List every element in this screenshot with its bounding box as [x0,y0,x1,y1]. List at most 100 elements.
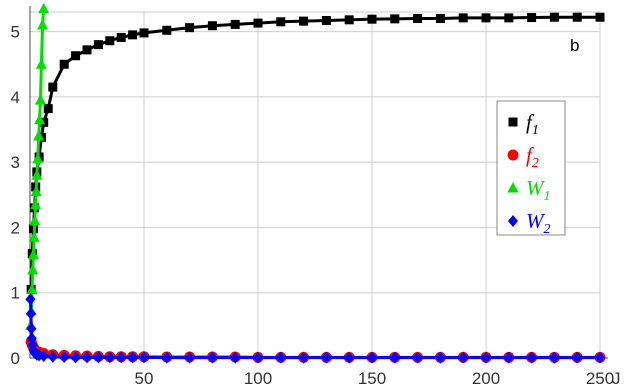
legend-marker [508,215,518,227]
data-point [38,350,49,363]
data-point [128,30,138,40]
data-point [34,113,46,125]
data-point [367,14,377,24]
data-point [275,351,286,364]
legend-label: W1 [526,176,551,204]
legend-marker [507,182,519,193]
x-tick-label: 200 [472,369,500,388]
data-point [253,351,263,364]
legend-label-name: W [526,209,546,233]
data-point [572,351,583,364]
data-point [26,322,37,335]
legend-label: f1 [526,110,539,138]
data-point [37,19,49,30]
legend-entry: W2 [508,209,551,237]
data-point [116,351,127,364]
legend-entry: W1 [507,176,551,204]
data-point [549,351,560,364]
panel-label: b [570,36,579,55]
data-point [104,351,115,364]
data-point [344,351,355,364]
data-point [527,13,537,23]
legend-entry: f1 [508,110,539,138]
series-line [29,8,46,326]
data-point [253,18,263,28]
legend-marker [508,117,518,127]
data-point [105,36,115,46]
x-tick-label: 150 [358,369,386,388]
data-point [26,332,37,345]
data-point [47,350,58,363]
y-tick-label: 0 [11,349,20,368]
y-tick-label: 2 [11,218,20,237]
series-group [25,4,606,364]
data-point [29,214,41,226]
data-point [28,231,40,242]
data-point [435,14,445,24]
data-point [321,351,332,364]
data-point [161,351,172,364]
data-point [31,169,43,180]
legend-marker [507,149,519,161]
data-point [32,152,44,164]
x-axis-label: J [612,369,621,388]
data-point [185,23,195,33]
legend-label-sub: 2 [544,222,551,237]
legend-label-name: f [526,143,535,167]
data-point [412,351,423,364]
data-point [481,351,491,364]
x-tick-label: 50 [135,369,154,388]
tick-labels: 50 100 150 200 250 0 1 2 3 4 5 [11,23,615,388]
data-point [481,13,491,23]
data-point [93,351,104,364]
y-tick-label: 1 [11,284,20,303]
x-tick-label: 100 [244,369,272,388]
data-point [71,51,81,61]
data-point [48,82,58,92]
data-point [184,351,195,364]
data-point [390,14,400,24]
data-point [26,283,38,294]
legend-label-name: W [526,176,546,200]
data-point [549,12,559,22]
legend-label-sub: 1 [544,189,551,204]
data-point [435,351,446,364]
y-tick-label: 3 [11,153,20,172]
data-point [321,15,331,25]
legend-label-name: f [526,110,535,134]
data-point [127,351,138,364]
data-point [344,15,354,25]
data-point [38,4,50,14]
data-point [230,19,240,29]
data-point [595,12,605,22]
data-point [230,351,241,364]
data-point [33,130,45,141]
data-point [458,351,469,364]
y-tick-label: 5 [11,23,20,42]
data-point [30,185,42,197]
data-point [70,351,81,364]
legend-label: W2 [526,209,551,237]
data-point [298,351,309,364]
data-point [207,351,218,364]
data-point [595,351,605,364]
data-point [139,28,149,38]
data-point [162,25,172,35]
data-point [276,17,286,27]
data-point [299,16,309,26]
series-w1 [25,4,50,330]
legend-label-sub: 2 [532,156,539,171]
legend-entry: f2 [507,143,539,171]
legend-label-sub: 1 [532,123,539,138]
legend-box [496,100,566,236]
legend-label: f2 [526,143,539,171]
data-point [207,21,217,31]
series-w2 [25,293,605,364]
data-point [93,40,103,50]
data-point [29,198,41,210]
data-point [503,351,514,364]
data-point [35,58,47,69]
data-point [59,59,69,69]
